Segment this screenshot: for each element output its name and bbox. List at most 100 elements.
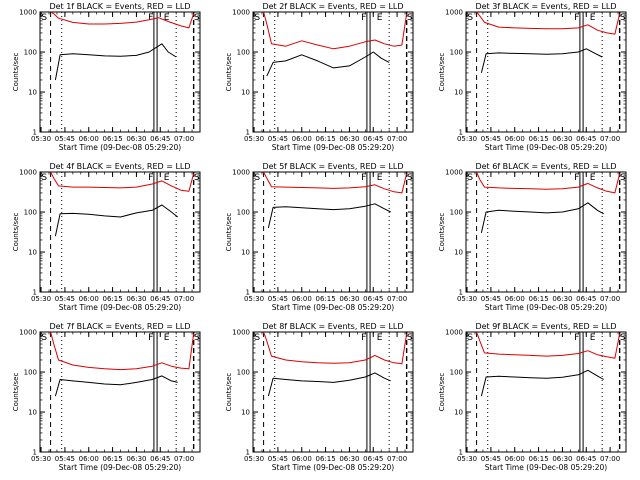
x-tick-label: 06:15 — [102, 295, 122, 303]
y-tick-label: 100 — [237, 209, 250, 217]
y-axis-label: Counts/sec — [12, 213, 20, 252]
y-tick-label: 1000 — [445, 9, 463, 17]
event-marker-label: F — [148, 13, 153, 23]
y-axis-label: Counts/sec — [12, 373, 20, 412]
y-tick-label: 1 — [33, 129, 37, 137]
y-tick-label: 10 — [241, 249, 250, 257]
x-tick-label: 05:45 — [268, 135, 288, 143]
x-tick-label: 06:30 — [126, 135, 146, 143]
y-tick-label: 100 — [24, 49, 37, 57]
y-tick-label: 10 — [241, 89, 250, 97]
event-marker-label: E — [377, 13, 383, 23]
detector-panel-7: Det 7f BLACK = Events, RED = LLD 1 10 100 10… — [12, 322, 201, 472]
event-marker-label: S — [620, 333, 626, 343]
y-tick-label: 10 — [28, 249, 37, 257]
event-marker-label: F — [361, 333, 366, 343]
events-series-line — [267, 203, 391, 229]
x-tick-label: 07:00 — [387, 135, 407, 143]
event-marker-label: E — [164, 13, 170, 23]
y-tick-label: 1000 — [445, 169, 463, 177]
event-marker-label: E — [590, 13, 596, 23]
plot-frame — [252, 11, 414, 133]
panel-title: Det 2f BLACK = Events, RED = LLD — [262, 2, 403, 11]
x-tick-label: 07:00 — [387, 455, 407, 463]
plot-frame — [39, 331, 201, 453]
x-tick-label: 07:00 — [600, 295, 620, 303]
x-tick-label: 06:45 — [576, 455, 596, 463]
x-axis-label: Start Time (09-Dec-08 05:29:20) — [272, 463, 394, 472]
x-axis-label: Start Time (09-Dec-08 05:29:20) — [272, 143, 394, 152]
plot-frame — [252, 331, 414, 453]
x-tick-label: 06:00 — [79, 455, 99, 463]
y-tick-label: 10 — [241, 409, 250, 417]
plot-frame — [252, 171, 414, 293]
detector-panel-5: Det 5f BLACK = Events, RED = LLD 1 10 100 10… — [225, 162, 414, 312]
x-tick-label: 05:30 — [457, 135, 477, 143]
y-tick-label: 100 — [24, 369, 37, 377]
y-tick-label: 100 — [450, 209, 463, 217]
x-tick-label: 06:45 — [363, 295, 383, 303]
events-series-line — [267, 372, 391, 397]
event-marker-label: F — [148, 173, 153, 183]
y-tick-label: 1000 — [19, 329, 37, 337]
x-tick-label: 06:15 — [528, 455, 548, 463]
y-tick-label: 100 — [237, 49, 250, 57]
y-tick-label: 10 — [454, 409, 463, 417]
lld-series-line — [476, 331, 621, 359]
event-marker-label: F — [574, 173, 579, 183]
plot-frame — [465, 171, 627, 293]
lld-series-line — [476, 171, 621, 194]
panel-title: Det 5f BLACK = Events, RED = LLD — [262, 162, 403, 171]
x-tick-label: 06:30 — [552, 135, 572, 143]
x-tick-label: 06:15 — [315, 455, 335, 463]
event-marker-label: S — [254, 13, 260, 23]
x-tick-label: 06:45 — [576, 135, 596, 143]
y-axis-label: Counts/sec — [225, 53, 233, 92]
x-tick-label: 06:00 — [292, 455, 312, 463]
x-tick-label: 06:45 — [363, 455, 383, 463]
event-marker-label: S — [620, 173, 626, 183]
y-axis-label: Counts/sec — [225, 213, 233, 252]
x-axis-label: Start Time (09-Dec-08 05:29:20) — [59, 463, 181, 472]
x-tick-label: 05:45 — [481, 295, 501, 303]
y-tick-label: 10 — [454, 249, 463, 257]
event-marker-label: F — [361, 173, 366, 183]
y-tick-label: 100 — [24, 209, 37, 217]
x-tick-label: 06:30 — [552, 295, 572, 303]
panel-title: Det 9f BLACK = Events, RED = LLD — [475, 322, 616, 331]
x-tick-label: 06:00 — [292, 295, 312, 303]
x-tick-label: 06:15 — [528, 135, 548, 143]
event-marker-label: F — [574, 13, 579, 23]
x-tick-label: 05:45 — [55, 455, 75, 463]
x-axis-label: Start Time (09-Dec-08 05:29:20) — [59, 143, 181, 152]
event-marker-label: E — [164, 173, 170, 183]
y-tick-label: 1000 — [19, 9, 37, 17]
x-tick-label: 06:30 — [126, 295, 146, 303]
y-tick-label: 1 — [246, 289, 250, 297]
x-tick-label: 06:45 — [150, 455, 170, 463]
events-series-line — [266, 51, 390, 77]
event-marker-label: S — [194, 173, 200, 183]
detector-panel-1: Det 1f BLACK = Events, RED = LLD 1 10 100 10… — [12, 2, 201, 152]
x-tick-label: 06:00 — [505, 295, 525, 303]
x-tick-label: 05:30 — [244, 455, 264, 463]
y-tick-label: 100 — [237, 369, 250, 377]
y-tick-label: 1 — [33, 289, 37, 297]
x-tick-label: 05:45 — [55, 295, 75, 303]
x-tick-label: 07:00 — [600, 455, 620, 463]
events-series-line — [480, 48, 603, 74]
plot-frame — [39, 171, 201, 293]
panel-title: Det 3f BLACK = Events, RED = LLD — [475, 2, 616, 11]
x-axis-label: Start Time (09-Dec-08 05:29:20) — [59, 303, 181, 312]
lld-series-line — [263, 171, 408, 194]
y-tick-label: 1 — [246, 449, 250, 457]
x-tick-label: 07:00 — [174, 135, 194, 143]
x-tick-label: 05:30 — [244, 135, 264, 143]
lld-series-line — [50, 11, 195, 29]
x-tick-label: 05:30 — [31, 295, 51, 303]
x-tick-label: 05:30 — [457, 295, 477, 303]
x-tick-label: 06:00 — [292, 135, 312, 143]
x-tick-label: 05:45 — [268, 295, 288, 303]
x-tick-label: 06:45 — [150, 135, 170, 143]
